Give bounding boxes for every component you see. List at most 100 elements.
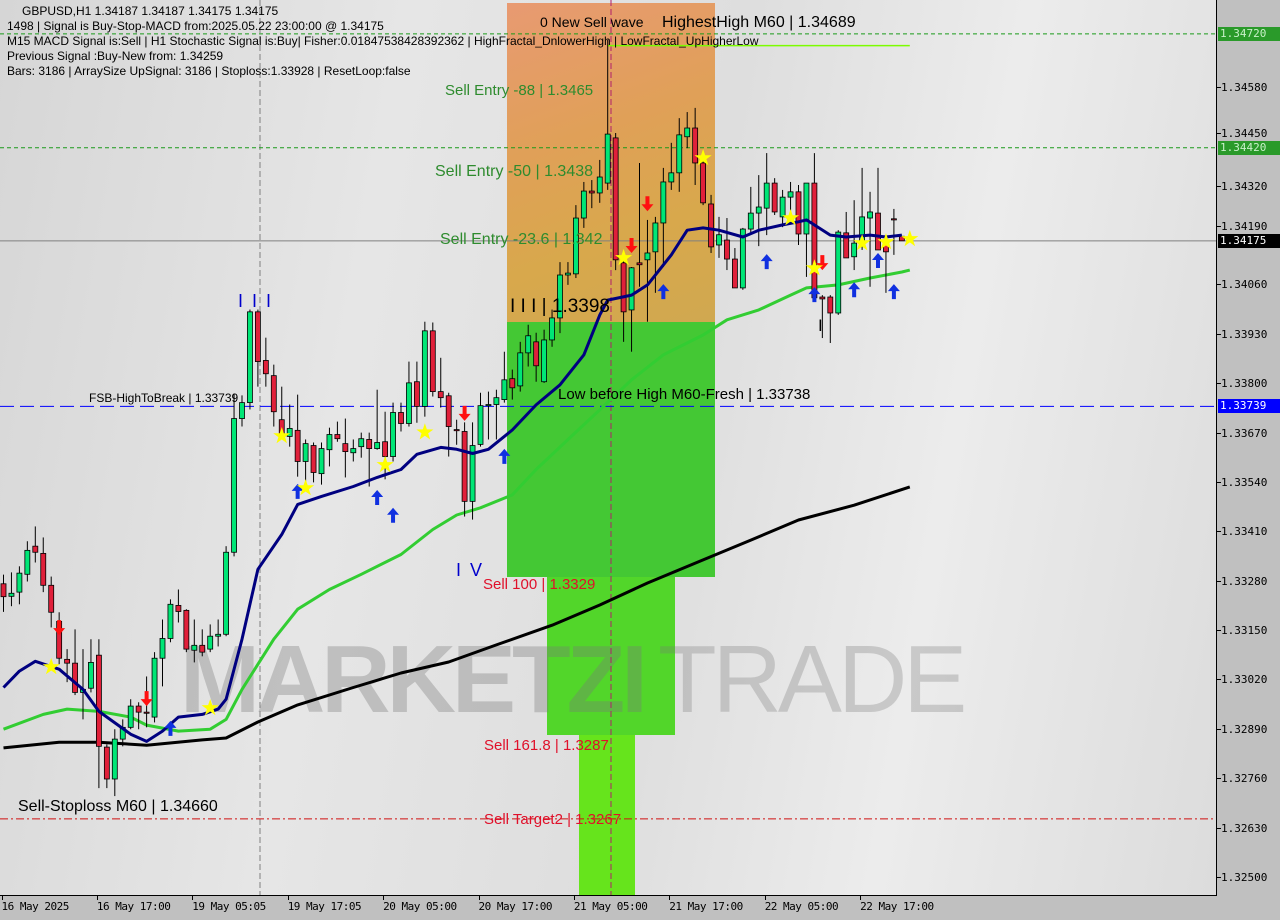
- bearish-candle: [48, 576, 55, 628]
- candle-body: [716, 234, 722, 246]
- bullish-candle: [835, 230, 842, 315]
- bearish-candle: [310, 442, 317, 483]
- sell-100-label: Sell 100 | 1.3329: [483, 576, 596, 593]
- candle-body: [167, 603, 174, 639]
- sell-161-8-label: Sell 161.8 | 1.3287: [484, 737, 609, 754]
- bearish-candle: [883, 239, 889, 293]
- candle-body: [8, 592, 15, 597]
- bullish-candle: [127, 699, 134, 730]
- bullish-candle: [111, 729, 118, 797]
- buy-arrow-icon: [848, 282, 861, 298]
- bearish-candle: [612, 132, 619, 271]
- watermark: MARKETZI TRADE: [180, 632, 967, 728]
- candle-body: [350, 448, 357, 454]
- candle-body: [652, 222, 659, 253]
- highest-high-label: HighestHigh M60 | 1.34689: [662, 14, 856, 31]
- candle-body: [48, 584, 55, 613]
- bearish-candle: [636, 162, 643, 287]
- price-axis[interactable]: 1.34720 1.34420 1.34175 1.33739 1.34580 1.344…: [1216, 0, 1280, 896]
- chart-plot-area[interactable]: MARKETZI TRADE GBPUSD,H1 1.34187 1.34187…: [0, 0, 1217, 896]
- star-signal-icon: [615, 248, 633, 266]
- candle-body: [708, 203, 714, 248]
- indicator-status-line: M15 MACD Signal is:Sell | H1 Stochastic …: [7, 34, 759, 48]
- bullish-candle: [747, 186, 754, 233]
- bullish-candle: [88, 639, 94, 693]
- bullish-candle: [660, 167, 667, 268]
- sell-target2-label: Sell Target2 | 1.3267: [484, 811, 622, 828]
- bullish-candle: [207, 624, 214, 653]
- candle-body: [700, 162, 706, 204]
- candle-body: [183, 609, 190, 650]
- candle-body: [795, 191, 802, 235]
- candle-body: [262, 360, 269, 375]
- candle-body: [111, 738, 118, 780]
- price-marker-label: 1.33739: [1218, 399, 1280, 413]
- buy-arrow-icon: [872, 252, 884, 268]
- candle-body: [875, 212, 881, 251]
- bullish-candle: [302, 439, 309, 483]
- buy-arrow-icon: [387, 507, 400, 523]
- candle-body: [453, 429, 460, 432]
- bearish-candle: [175, 589, 182, 623]
- candle-body: [684, 127, 691, 138]
- candle-body: [509, 378, 516, 389]
- candle-body: [732, 258, 738, 289]
- bullish-candle: [779, 189, 786, 228]
- sell-entry-23-6-label: Sell Entry -23.6 | 1.342: [440, 231, 603, 248]
- price-tick-label: 1.33150: [1216, 624, 1268, 637]
- bullish-candle: [24, 541, 31, 582]
- candle-body: [159, 638, 166, 659]
- candle-body: [199, 644, 206, 653]
- candle-body: [0, 583, 7, 598]
- candle-body: [175, 605, 182, 612]
- candle-body: [771, 182, 778, 213]
- time-tick-label: 16 May 2025: [1, 896, 69, 913]
- price-tick-label: 1.33800: [1216, 377, 1268, 390]
- star-signal-icon: [694, 149, 712, 166]
- price-marker-label: 1.34175: [1218, 234, 1280, 248]
- buy-arrow-icon: [887, 284, 900, 300]
- price-tick-label: 1.33280: [1216, 575, 1268, 588]
- bullish-candle: [406, 361, 412, 427]
- star-signal-icon: [416, 423, 434, 440]
- price-tick-label: 1.34190: [1216, 220, 1268, 233]
- wave-1-marker: I: [818, 316, 823, 335]
- candle-body: [469, 445, 476, 502]
- candle-body: [803, 182, 810, 235]
- candle-body: [421, 330, 428, 407]
- candle-body: [302, 443, 309, 462]
- bearish-candle: [445, 392, 452, 457]
- bearish-candle: [334, 421, 341, 442]
- previous-signal-line: Previous Signal :Buy-New from: 1.34259: [7, 49, 224, 63]
- candle-body: [692, 127, 699, 164]
- bearish-candle: [199, 629, 206, 657]
- bearish-candle: [795, 184, 802, 245]
- buy-arrow-icon: [808, 287, 821, 303]
- candle-body: [294, 429, 301, 462]
- time-tick-label: 19 May 17:05: [287, 896, 362, 913]
- bullish-candle: [755, 175, 762, 247]
- bullish-candle: [159, 619, 166, 687]
- sell-stoploss-label: Sell-Stoploss M60 | 1.34660: [18, 798, 218, 815]
- price-marker-label: 1.34420: [1218, 141, 1280, 155]
- candle-body: [827, 296, 834, 314]
- time-axis[interactable]: 16 May 2025 16 May 17:00 19 May 05:05 19 Ma…: [0, 896, 1216, 920]
- bullish-candle: [151, 652, 158, 723]
- price-tick-label: 1.32760: [1216, 772, 1268, 785]
- bearish-candle: [32, 526, 39, 563]
- bearish-candle: [366, 432, 373, 487]
- candle-body: [247, 311, 253, 404]
- bullish-candle: [477, 392, 484, 447]
- bullish-candle: [239, 395, 245, 427]
- bearish-candle: [96, 639, 102, 789]
- time-tick-label: 19 May 05:05: [192, 896, 266, 913]
- candle-body: [891, 218, 897, 221]
- candle-body: [390, 412, 396, 457]
- candle-body: [493, 397, 500, 405]
- bullish-candle: [358, 432, 365, 458]
- bearish-candle: [262, 337, 269, 387]
- bullish-candle: [16, 566, 23, 605]
- candle-body: [143, 711, 150, 714]
- bearish-candle: [509, 369, 516, 400]
- candle-body: [533, 341, 540, 367]
